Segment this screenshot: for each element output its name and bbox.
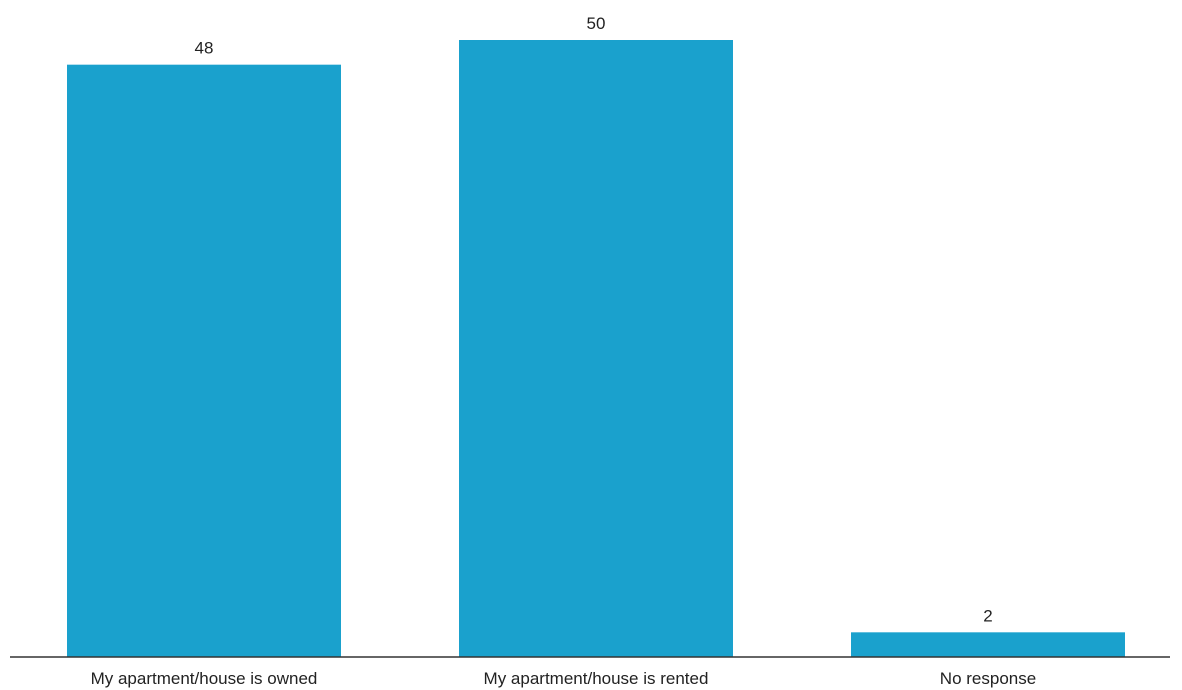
x-tick-labels-group: My apartment/house is owned My apartment/… (91, 669, 1037, 688)
value-label-0: 48 (195, 39, 214, 58)
x-tick-label-2: No response (940, 669, 1036, 688)
value-label-2: 2 (983, 606, 992, 625)
bar-0 (67, 64, 341, 658)
bar-1 (459, 40, 733, 657)
bars-group (67, 40, 1125, 658)
bar-2 (851, 632, 1125, 657)
value-labels-group: 48 50 2 (195, 14, 993, 625)
value-label-1: 50 (587, 14, 606, 33)
x-tick-label-1: My apartment/house is rented (484, 669, 709, 688)
x-tick-label-0: My apartment/house is owned (91, 669, 318, 688)
